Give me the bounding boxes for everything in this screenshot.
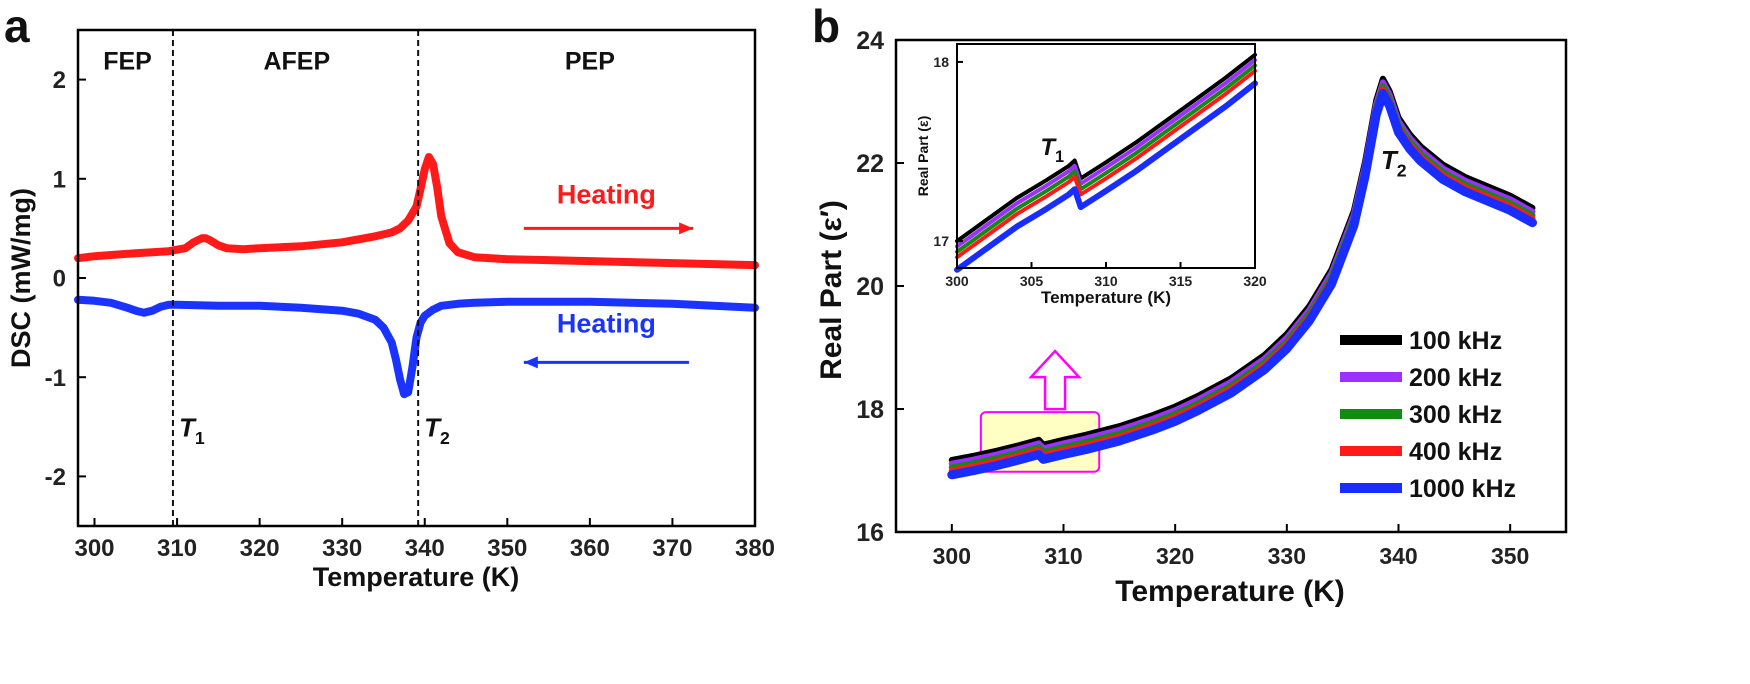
inset-t1-label: T1 [1040, 134, 1064, 166]
panel-a-annotations: Heating Heating [523, 180, 694, 369]
inset-plot: T1 300 305 310 315 320 17 18 Temperature (K) R… [915, 43, 1267, 307]
panel-b-xtick-label: 340 [1379, 543, 1417, 569]
heating-arrow-head-1 [679, 222, 694, 235]
panel-a-xlabel: Temperature (K) [313, 562, 520, 592]
legend-label-2: 200 kHz [1409, 364, 1502, 392]
panel-a-ytick-label: 1 [53, 166, 66, 193]
panel-a-ylabel: DSC (mW/mg) [6, 188, 36, 368]
panel-b-ytick-label: 16 [856, 519, 884, 547]
inset-xtick-label: 320 [1243, 273, 1267, 289]
series-line-heating-red [74, 153, 759, 270]
inset-ytick-label: 18 [933, 54, 949, 70]
series-line-1000-khz [947, 89, 1537, 480]
inset-xtick-label: 300 [945, 273, 969, 289]
panel-b-xtick-label: 300 [933, 543, 971, 569]
panel-a-ytick-label: -1 [45, 365, 66, 392]
panel-a-ytick-label: 2 [53, 67, 66, 94]
panel-a-ticks: 300 310 320 330 340 350 360 370 380 -2 -1 0 1 2 [45, 67, 775, 562]
panel-a-xtick-label: 330 [322, 535, 362, 562]
legend-label-1: 100 kHz [1409, 327, 1502, 355]
panel-a-phase-labels: FEP AFEP PEP [103, 48, 615, 76]
transition-label-2: T2 [424, 413, 450, 448]
panel-b-ytick-label: 18 [856, 396, 884, 424]
panel-a-xtick-label: 370 [652, 535, 692, 562]
panel-b-zoom-arrow [1028, 349, 1082, 411]
inset-series [954, 52, 1258, 273]
panel-a-label: a [4, 0, 30, 52]
inset-xtick-label: 315 [1169, 273, 1193, 289]
peak-label-t2: T2 [1381, 145, 1407, 180]
panel-a-plot-frame [76, 28, 757, 528]
panel-b-label: b [812, 0, 840, 52]
phase-label-fep: FEP [103, 48, 152, 76]
phase-label-afep: AFEP [263, 48, 330, 76]
panel-b-xtick-label: 350 [1491, 543, 1529, 569]
panel-a-ytick-label: 0 [53, 266, 66, 293]
panel-b-ytick-label: 24 [856, 27, 884, 55]
legend-label-5: 1000 kHz [1409, 475, 1516, 503]
panel-a-xtick-label: 320 [240, 535, 280, 562]
inset-t1-text: T1 [1040, 134, 1064, 166]
panel-b-ytick-label: 22 [856, 150, 884, 178]
legend-label-3: 300 kHz [1409, 401, 1502, 429]
panel-a-xtick-label: 310 [157, 535, 197, 562]
panel-b-xtick-label: 310 [1044, 543, 1082, 569]
panel-b-ticks: 300 310 320 330 340 350 16 18 20 22 24 [856, 27, 1529, 569]
panel-b-xtick-label: 330 [1268, 543, 1306, 569]
series-line-cooling-blue [74, 295, 759, 399]
inset-xtick-label: 310 [1094, 273, 1118, 289]
heating-arrow-head-2 [523, 356, 538, 369]
panel-a-xtick-label: 340 [405, 535, 445, 562]
heating-label-2: Heating [557, 309, 656, 339]
heating-label-1: Heating [557, 180, 656, 210]
panel-b-series [947, 75, 1537, 480]
panel-a-xtick-label: 300 [74, 535, 114, 562]
panel-b-peak-label: T2 [1381, 145, 1407, 180]
panel-a-ytick-label: -2 [45, 464, 66, 491]
panel-a-xtick-label: 360 [570, 535, 610, 562]
transition-label-1: T1 [179, 413, 205, 448]
panel-a-series [74, 153, 759, 399]
panel-b-ylabel: Real Part (ε′) [815, 200, 848, 380]
panel-a-xtick-label: 380 [735, 535, 775, 562]
inset-ylabel: Real Part (ε) [915, 116, 931, 197]
panel-b-ytick-label: 20 [856, 273, 884, 301]
panel-a-xtick-label: 350 [487, 535, 527, 562]
zoom-arrow-icon [1028, 349, 1082, 411]
panel-a-vlines: T1 T2 [171, 30, 450, 526]
panel-b-xtick-label: 320 [1156, 543, 1194, 569]
panel-b-xlabel: Temperature (K) [1115, 575, 1344, 608]
inset-ticks: 300 305 310 315 320 17 18 [933, 54, 1266, 289]
panel-b-legend: 100 kHz 200 kHz 300 kHz 400 kHz 1000 kHz [1340, 327, 1516, 503]
inset-series-line-5 [954, 80, 1258, 273]
inset-xtick-label: 305 [1020, 273, 1044, 289]
inset-series-line-4 [955, 68, 1257, 260]
inset-xlabel: Temperature (K) [1041, 288, 1171, 307]
phase-label-pep: PEP [565, 48, 615, 76]
inset-ytick-label: 17 [933, 233, 949, 249]
legend-label-4: 400 kHz [1409, 438, 1502, 466]
panel-b: b T2 100 kHz 200 kHz 300 kHz 400 kHz 1000 kH… [812, 0, 1568, 608]
